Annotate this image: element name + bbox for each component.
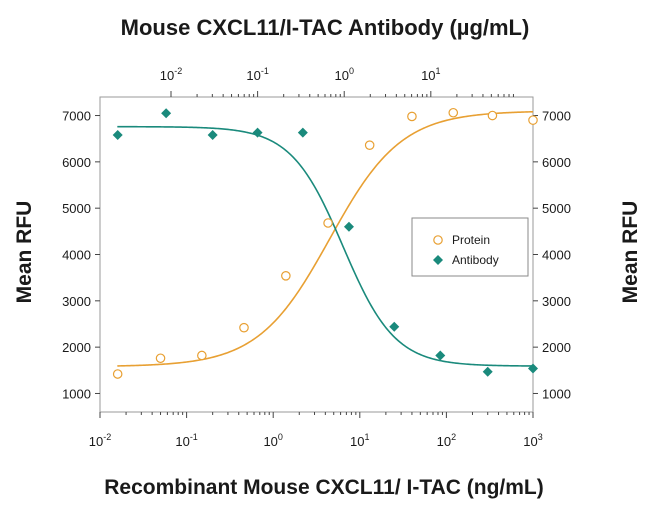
point-antibody	[112, 129, 123, 140]
y-tick-label: 2000	[62, 340, 91, 355]
point-antibody	[207, 129, 218, 140]
y2-tick-label: 2000	[542, 340, 571, 355]
point-protein	[239, 322, 249, 333]
point-antibody	[161, 108, 172, 119]
legend: Protein Antibody	[411, 217, 529, 277]
point-antibody	[528, 363, 538, 374]
x-tick-label: 10-2	[89, 432, 111, 449]
legend-box	[411, 217, 529, 277]
top-tick-label: 10-2	[160, 66, 182, 83]
x-tick-label: 10-1	[175, 432, 197, 449]
axis-ticks: 10-2 10-1 100 101 102 103 10-2 10-1 100 101 1000 10…	[62, 66, 571, 449]
x-tick-label: 103	[523, 432, 542, 449]
point-protein	[448, 107, 459, 118]
fit-curves	[117, 110, 534, 367]
x-axis-title: Recombinant Mouse CXCL11/ I-TAC (ng/mL)	[104, 476, 543, 499]
y-tick-label: 6000	[62, 155, 91, 170]
top-tick-label: 101	[421, 66, 440, 83]
y-tick-label: 1000	[62, 386, 91, 401]
x-tick-label: 100	[263, 432, 282, 449]
y-axis-title-right: Mean RFU	[619, 201, 642, 304]
y-tick-label: 3000	[62, 294, 91, 309]
legend-label-antibody: Antibody	[452, 253, 499, 267]
y-axis-title-left: Mean RFU	[13, 201, 36, 304]
y2-tick-label: 3000	[542, 294, 571, 309]
point-protein	[364, 140, 375, 150]
fit-curve-antibody	[117, 125, 534, 367]
point-antibody	[297, 127, 308, 138]
legend-marker-antibody	[433, 255, 443, 265]
point-protein	[155, 353, 166, 364]
top-tick-label: 100	[334, 66, 353, 83]
y2-tick-label: 6000	[542, 155, 571, 170]
x-tick-label: 101	[350, 432, 369, 449]
point-protein	[323, 218, 333, 228]
y-tick-label: 5000	[62, 201, 91, 216]
y2-tick-label: 1000	[542, 386, 571, 401]
point-protein	[112, 369, 123, 379]
y2-tick-label: 5000	[542, 201, 571, 216]
point-antibody	[435, 350, 446, 361]
legend-label-protein: Protein	[452, 233, 490, 247]
y2-tick-label: 7000	[542, 109, 571, 124]
point-protein	[407, 111, 417, 122]
point-protein	[197, 350, 207, 361]
top-tick-label: 10-1	[246, 66, 268, 83]
y2-tick-label: 4000	[542, 248, 571, 263]
x-tick-label: 102	[437, 432, 456, 449]
point-antibody	[343, 221, 354, 232]
legend-marker-protein	[433, 235, 443, 245]
point-protein	[487, 110, 498, 121]
point-protein	[281, 271, 291, 281]
point-protein	[528, 115, 538, 125]
point-antibody	[252, 127, 263, 138]
point-antibody	[482, 366, 493, 377]
data-points	[112, 107, 538, 379]
y-tick-label: 7000	[62, 109, 91, 124]
y-tick-label: 4000	[62, 248, 91, 263]
chart-title: Mouse CXCL11/I-TAC Antibody (µg/mL)	[121, 15, 530, 40]
fit-curve-protein	[117, 110, 534, 367]
point-antibody	[389, 321, 400, 332]
